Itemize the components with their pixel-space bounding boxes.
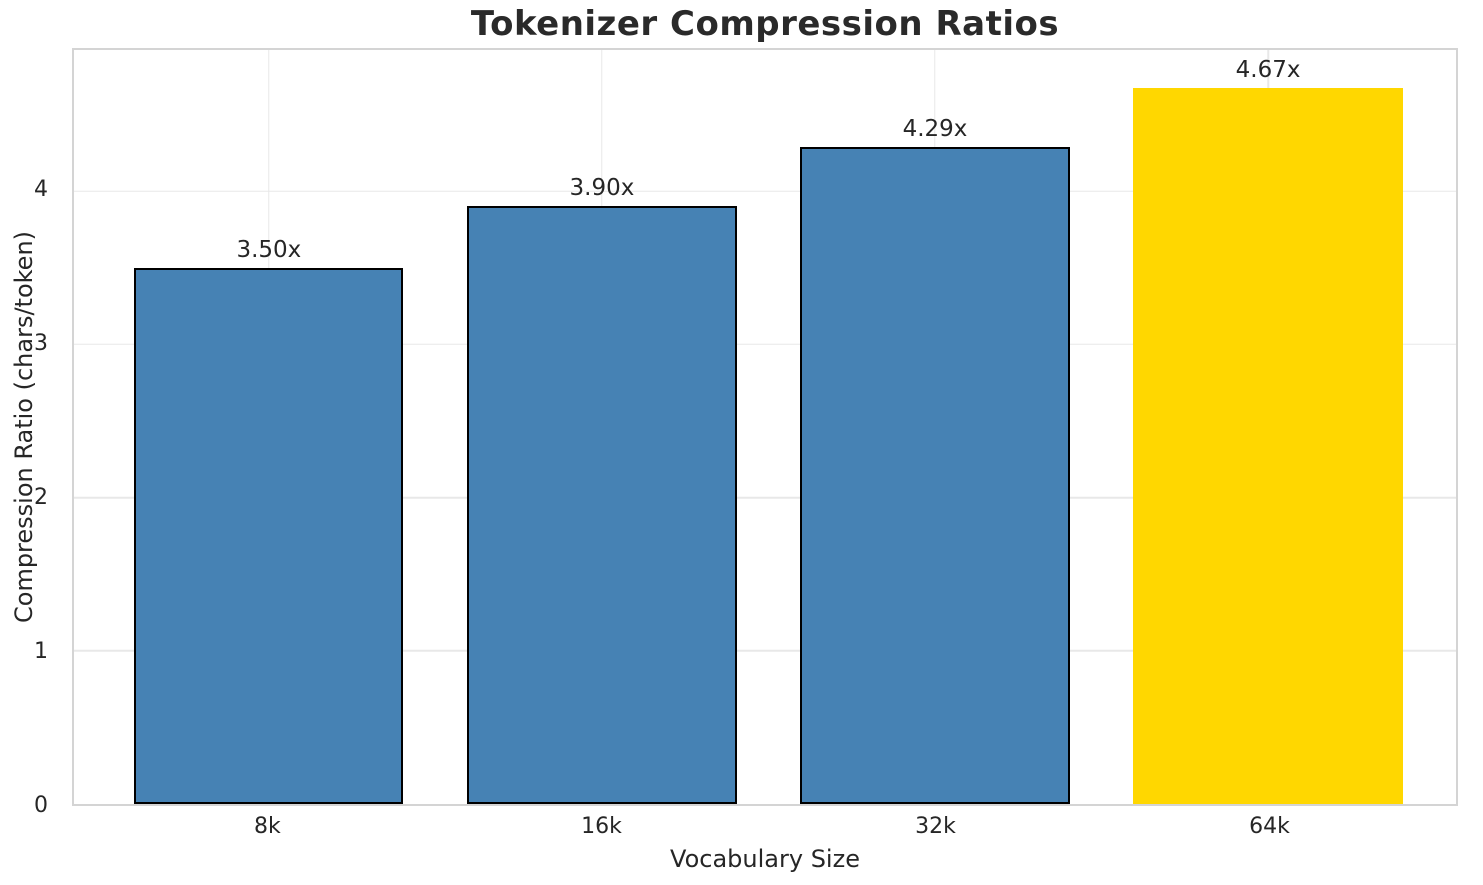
- bar-value-label-16k: 3.90x: [569, 175, 635, 202]
- gridline-y-2: [74, 496, 1456, 499]
- bar-64k: [1133, 88, 1403, 804]
- ytick-4: 4: [34, 176, 48, 202]
- bar-32k: [800, 146, 1070, 804]
- xtick-64k: 64k: [1249, 814, 1290, 839]
- gridline-y-1: [74, 650, 1456, 652]
- gridline-y-3: [74, 343, 1456, 345]
- x-axis-ticks: 8k 16k 32k 64k: [72, 814, 1458, 842]
- bar-value-label-64k: 4.67x: [1235, 57, 1301, 84]
- x-axis-label: Vocabulary Size: [670, 845, 860, 873]
- gridline-y-4: [74, 190, 1456, 192]
- chart-title: Tokenizer Compression Ratios: [470, 4, 1060, 44]
- xtick-16k: 16k: [581, 814, 622, 839]
- bar-16k: [467, 206, 737, 804]
- plot-area: 3.50x 3.90x 4.29x 4.67x: [72, 48, 1458, 806]
- ytick-0: 0: [34, 793, 48, 818]
- ytick-2: 2: [34, 484, 48, 510]
- ytick-1: 1: [34, 638, 48, 664]
- bar-8k: [134, 267, 404, 804]
- xtick-8k: 8k: [254, 814, 281, 839]
- bar-value-label-32k: 4.29x: [902, 115, 968, 142]
- ytick-3: 3: [34, 330, 48, 356]
- y-axis-ticks: 0 1 2 3 4: [0, 48, 60, 816]
- xtick-32k: 32k: [915, 814, 956, 839]
- bar-value-label-8k: 3.50x: [236, 236, 302, 263]
